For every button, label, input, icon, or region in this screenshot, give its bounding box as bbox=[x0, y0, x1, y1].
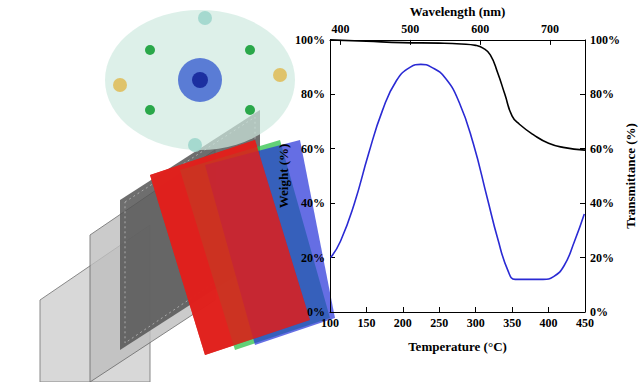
svg-text:0%: 0% bbox=[590, 305, 608, 319]
svg-text:20%: 20% bbox=[590, 251, 614, 265]
svg-text:0%: 0% bbox=[307, 305, 325, 319]
svg-text:80%: 80% bbox=[301, 87, 325, 101]
svg-text:Transmittance (%): Transmittance (%) bbox=[623, 123, 638, 229]
svg-text:450: 450 bbox=[576, 316, 594, 330]
svg-text:60%: 60% bbox=[590, 142, 614, 156]
svg-text:400: 400 bbox=[331, 22, 349, 36]
svg-text:Weight (%): Weight (%) bbox=[276, 144, 291, 209]
svg-text:20%: 20% bbox=[301, 251, 325, 265]
svg-text:40%: 40% bbox=[301, 196, 325, 210]
svg-text:Temperature (°C): Temperature (°C) bbox=[408, 339, 507, 354]
svg-text:80%: 80% bbox=[590, 87, 614, 101]
svg-text:100%: 100% bbox=[295, 33, 325, 47]
svg-text:200: 200 bbox=[394, 316, 412, 330]
svg-text:100: 100 bbox=[321, 316, 339, 330]
svg-text:60%: 60% bbox=[301, 142, 325, 156]
svg-text:500: 500 bbox=[401, 22, 419, 36]
svg-text:350: 350 bbox=[503, 316, 521, 330]
svg-text:700: 700 bbox=[541, 22, 559, 36]
svg-text:400: 400 bbox=[540, 316, 558, 330]
svg-text:100%: 100% bbox=[590, 33, 620, 47]
svg-text:250: 250 bbox=[430, 316, 448, 330]
svg-text:40%: 40% bbox=[590, 196, 614, 210]
svg-text:600: 600 bbox=[471, 22, 489, 36]
svg-text:150: 150 bbox=[357, 316, 375, 330]
svg-text:300: 300 bbox=[467, 316, 485, 330]
svg-text:Wavelength (nm): Wavelength (nm) bbox=[410, 4, 506, 19]
